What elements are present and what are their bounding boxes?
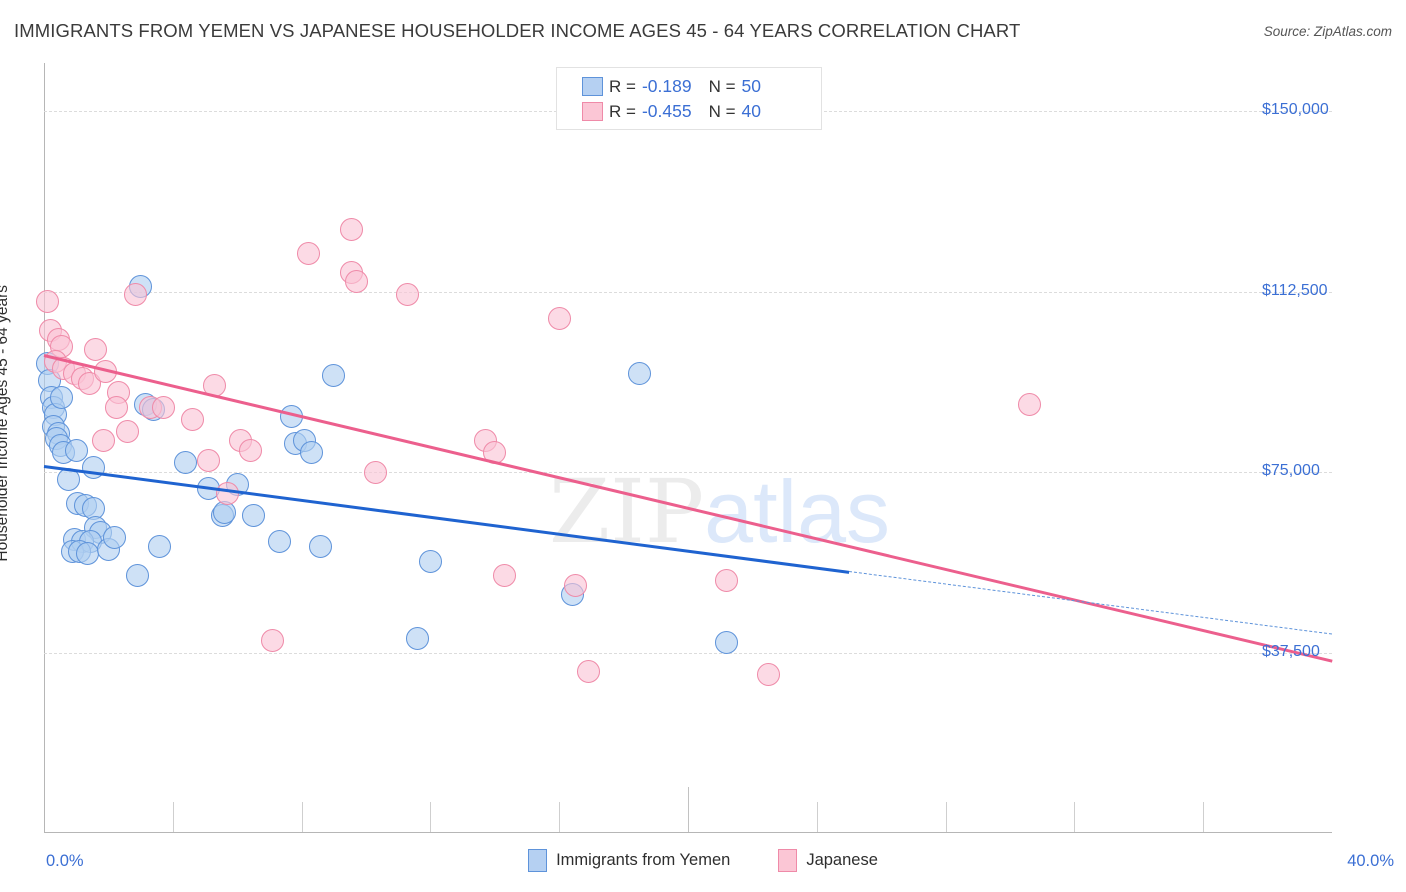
data-point-yemen — [75, 542, 99, 566]
data-point-japanese — [124, 282, 148, 306]
x-axis-tick — [430, 802, 432, 832]
stats-row-pink: R = -0.455 N = 40 — [557, 99, 821, 124]
data-point-yemen — [174, 450, 198, 474]
data-point-yemen — [280, 405, 304, 429]
data-point-japanese — [203, 373, 227, 397]
gridline — [44, 291, 1332, 293]
x-axis-tick — [688, 787, 689, 832]
correlation-stats-box: R = -0.189 N = 50 R = -0.455 N = 40 — [556, 67, 822, 130]
x-axis-tick — [301, 802, 303, 832]
data-point-japanese — [576, 660, 600, 684]
data-point-japanese — [547, 306, 571, 330]
legend-swatch-japanese-icon — [778, 849, 798, 872]
data-point-yemen — [309, 535, 333, 559]
data-point-yemen — [64, 438, 88, 462]
data-point-japanese — [92, 429, 116, 453]
data-point-japanese — [715, 568, 739, 592]
pink-n-value: 40 — [741, 101, 761, 121]
data-point-japanese — [492, 564, 516, 588]
legend-swatch-yemen-icon — [528, 849, 548, 872]
pink-r-value: -0.455 — [641, 101, 692, 121]
data-point-yemen — [628, 361, 652, 385]
data-point-japanese — [364, 460, 388, 484]
gridline — [44, 472, 1332, 474]
watermark-atlas: atlas — [704, 462, 891, 561]
x-axis-tick — [1203, 802, 1205, 832]
data-point-japanese — [261, 629, 285, 652]
data-point-yemen — [299, 441, 323, 465]
y-axis-line — [44, 63, 45, 833]
data-point-japanese — [563, 573, 587, 597]
x-axis-max-label: 40.0% — [1347, 852, 1394, 870]
data-point-yemen — [82, 455, 106, 479]
x-axis-tick — [945, 802, 947, 832]
gridline — [44, 652, 1332, 654]
data-point-japanese — [340, 217, 363, 241]
data-point-japanese — [344, 270, 368, 294]
data-point-yemen — [50, 385, 74, 409]
data-point-yemen — [103, 525, 127, 549]
watermark-zip: ZIP — [549, 460, 705, 563]
trend-line-yemen-extrapolated — [848, 570, 1333, 635]
trend-line-japanese — [43, 354, 1333, 663]
x-axis-tick — [559, 802, 561, 832]
data-point-yemen — [267, 530, 291, 554]
data-point-japanese — [216, 482, 240, 506]
data-point-japanese — [1017, 393, 1041, 417]
page-title: IMMIGRANTS FROM YEMEN VS JAPANESE HOUSEH… — [14, 20, 1021, 41]
data-point-japanese — [116, 419, 140, 443]
data-point-japanese — [93, 359, 117, 383]
data-point-japanese — [296, 241, 320, 265]
legend-label-yemen: Immigrants from Yemen — [556, 851, 731, 869]
pink-n-label: N = — [708, 101, 736, 121]
pink-series-swatch-icon — [582, 102, 603, 121]
blue-r-value: -0.189 — [641, 76, 692, 96]
x-axis-tick — [1074, 802, 1076, 832]
x-axis-min-label: 0.0% — [46, 852, 84, 870]
data-point-yemen — [322, 364, 346, 388]
plot-area: ZIPatlas — [35, 63, 1333, 833]
data-point-yemen — [241, 503, 265, 527]
data-point-japanese — [36, 289, 60, 313]
x-axis-tick — [172, 802, 174, 832]
data-point-japanese — [483, 441, 507, 465]
blue-n-value: 50 — [741, 76, 761, 96]
y-axis-title: Householder Income Ages 45 - 64 years — [0, 285, 11, 562]
data-point-japanese — [396, 282, 420, 306]
data-point-japanese — [104, 395, 128, 419]
stats-row-blue: R = -0.189 N = 50 — [557, 74, 821, 99]
data-point-yemen — [406, 626, 430, 650]
data-point-yemen — [715, 631, 739, 655]
data-point-japanese — [196, 448, 220, 472]
data-point-japanese — [180, 407, 204, 431]
data-point-yemen — [56, 467, 80, 491]
legend-item-japanese[interactable]: Japanese — [778, 849, 878, 872]
y-axis-tick-label: $75,000 — [1262, 462, 1320, 480]
data-point-japanese — [238, 438, 262, 462]
y-axis-tick-label: $112,500 — [1262, 281, 1328, 299]
x-axis-tick — [816, 802, 818, 832]
legend-label-japanese: Japanese — [806, 851, 878, 869]
data-point-japanese — [84, 337, 108, 361]
data-point-japanese — [757, 662, 780, 686]
y-axis-tick-label: $37,500 — [1262, 642, 1320, 660]
y-axis-tick-label: $150,000 — [1262, 101, 1329, 119]
blue-n-label: N = — [708, 76, 736, 96]
blue-series-swatch-icon — [582, 77, 603, 96]
blue-r-label: R = — [609, 76, 636, 96]
data-point-yemen — [418, 549, 442, 573]
data-point-yemen — [125, 564, 149, 588]
series-legend: Immigrants from Yemen Japanese — [0, 849, 1406, 872]
pink-r-label: R = — [609, 101, 636, 121]
source-label: Source: ZipAtlas.com — [1263, 24, 1392, 39]
legend-item-yemen[interactable]: Immigrants from Yemen — [528, 849, 730, 872]
data-point-yemen — [148, 535, 172, 559]
data-point-japanese — [151, 395, 175, 419]
x-axis-line — [44, 832, 1332, 833]
